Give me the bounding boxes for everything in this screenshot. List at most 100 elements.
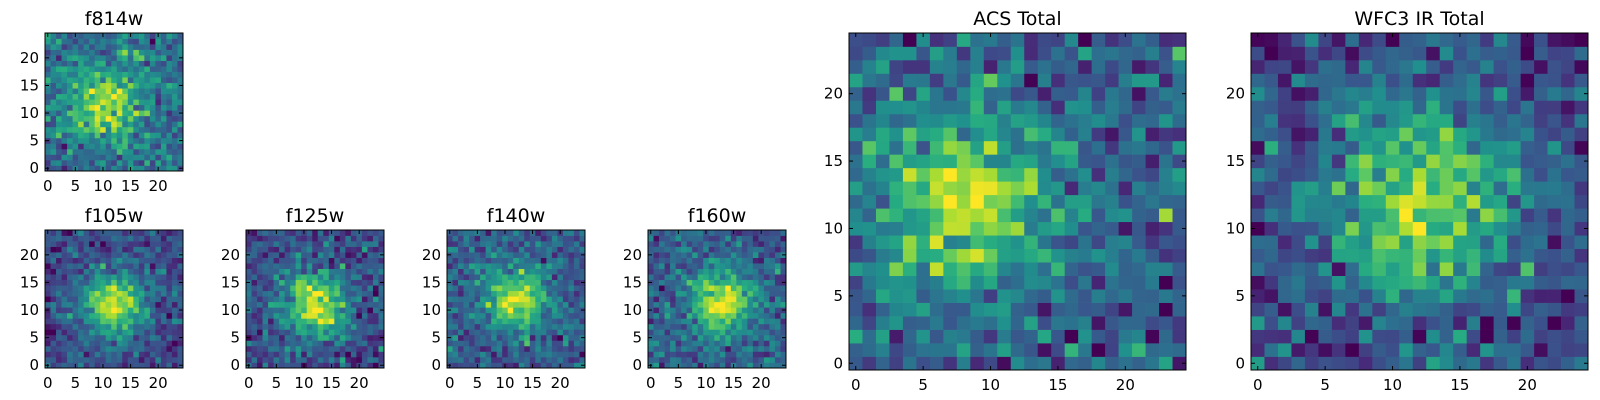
heatmap-cell xyxy=(171,49,178,56)
heatmap-cell xyxy=(1480,86,1494,101)
heatmap-cell xyxy=(758,268,765,275)
heatmap-cell xyxy=(94,55,101,61)
heatmap-cell xyxy=(127,252,134,258)
heatmap-cell xyxy=(122,345,129,352)
heatmap-cell xyxy=(290,230,297,236)
heatmap-cell xyxy=(155,290,162,297)
heatmap-cell xyxy=(502,334,509,341)
heatmap-cell xyxy=(997,289,1012,303)
heatmap-cell xyxy=(111,115,118,122)
heatmap-cell xyxy=(546,246,553,253)
heatmap-cell xyxy=(166,88,173,95)
heatmap-cell xyxy=(149,246,156,253)
heatmap-cell xyxy=(670,334,676,341)
heatmap-cell xyxy=(1331,33,1346,47)
heatmap-cell xyxy=(350,329,357,336)
heatmap-cell xyxy=(741,323,748,330)
heatmap-cell xyxy=(1507,289,1521,303)
heatmap-cell xyxy=(714,318,721,325)
heatmap-cell xyxy=(149,154,156,161)
heatmap-cell xyxy=(458,241,464,247)
heatmap-cell xyxy=(45,121,51,128)
heatmap-cell xyxy=(72,154,79,161)
heatmap-cell xyxy=(262,307,269,314)
heatmap-cell xyxy=(251,351,258,358)
heatmap-cell xyxy=(127,132,134,139)
heatmap-cell xyxy=(61,137,68,144)
heatmap-cell xyxy=(1145,302,1160,317)
heatmap-cell xyxy=(502,252,509,258)
heatmap-cell xyxy=(1118,235,1133,250)
heatmap-cell xyxy=(372,345,379,352)
heatmap-cell xyxy=(1064,289,1079,303)
heatmap-cell xyxy=(485,340,492,347)
heatmap-cell xyxy=(301,296,308,303)
heatmap-cell xyxy=(56,88,62,95)
heatmap-cell xyxy=(45,301,51,308)
heatmap-cell xyxy=(317,268,324,275)
heatmap-cell xyxy=(730,334,737,341)
heatmap-cell xyxy=(83,356,90,363)
heatmap-cell xyxy=(149,329,156,336)
heatmap-cell xyxy=(1480,208,1494,223)
heatmap-cell xyxy=(463,246,470,253)
heatmap-cell xyxy=(306,285,313,292)
heatmap-cell xyxy=(1412,140,1427,155)
heatmap-cell xyxy=(1358,356,1373,371)
heatmap-cell xyxy=(1078,140,1092,155)
heatmap-cell xyxy=(138,49,145,56)
heatmap-cell xyxy=(100,115,107,122)
heatmap-cell xyxy=(94,362,101,369)
heatmap-cell xyxy=(1091,73,1106,88)
heatmap-cell xyxy=(279,230,285,236)
heatmap-cell xyxy=(1145,208,1160,223)
heatmap-cell xyxy=(480,274,486,281)
heatmap-cell xyxy=(747,351,754,358)
heatmap-cell xyxy=(312,323,319,330)
heatmap-cell xyxy=(89,55,96,61)
heatmap-cell xyxy=(741,312,748,319)
heatmap-cell xyxy=(513,307,520,314)
heatmap-cell xyxy=(133,290,140,297)
heatmap-cell xyxy=(78,88,84,95)
heatmap-cell xyxy=(970,356,985,371)
heatmap-cell xyxy=(970,208,985,223)
heatmap-cell xyxy=(122,99,129,106)
heatmap-cell xyxy=(730,246,737,253)
heatmap-cell xyxy=(356,340,363,347)
heatmap-cell xyxy=(301,323,308,330)
heatmap-cell xyxy=(111,154,118,161)
heatmap-cell xyxy=(1010,127,1025,142)
heatmap-cell xyxy=(970,343,985,357)
heatmap-cell xyxy=(367,301,374,308)
heatmap-cell xyxy=(89,71,96,78)
heatmap-cell xyxy=(997,33,1012,47)
heatmap-cell xyxy=(89,307,96,314)
heatmap-cell xyxy=(1426,208,1441,223)
heatmap-cell xyxy=(769,334,776,341)
heatmap-cell xyxy=(485,263,492,269)
heatmap-cell xyxy=(983,302,998,317)
heatmap-cell xyxy=(177,323,184,330)
heatmap-cell xyxy=(692,318,699,325)
heatmap-cell xyxy=(144,148,151,155)
heatmap-cell xyxy=(1145,100,1160,115)
heatmap-cell xyxy=(573,323,580,330)
heatmap-cell xyxy=(889,46,904,61)
heatmap-cell xyxy=(144,126,151,133)
heatmap-cell xyxy=(350,241,357,247)
heatmap-cell xyxy=(61,132,68,139)
heatmap-cell xyxy=(956,208,971,223)
heatmap-cell xyxy=(1277,208,1292,223)
heatmap-cell xyxy=(1412,73,1427,88)
heatmap-cell xyxy=(1159,140,1173,155)
heatmap-cell xyxy=(83,82,90,89)
heatmap-cell xyxy=(1574,127,1589,142)
heatmap-cell xyxy=(551,285,558,292)
heatmap-cell xyxy=(72,88,79,95)
heatmap-cell xyxy=(262,285,269,292)
heatmap-cell xyxy=(1291,59,1306,74)
heatmap-cell xyxy=(273,334,280,341)
heatmap-cell xyxy=(246,285,252,292)
heatmap-cell xyxy=(719,252,726,258)
